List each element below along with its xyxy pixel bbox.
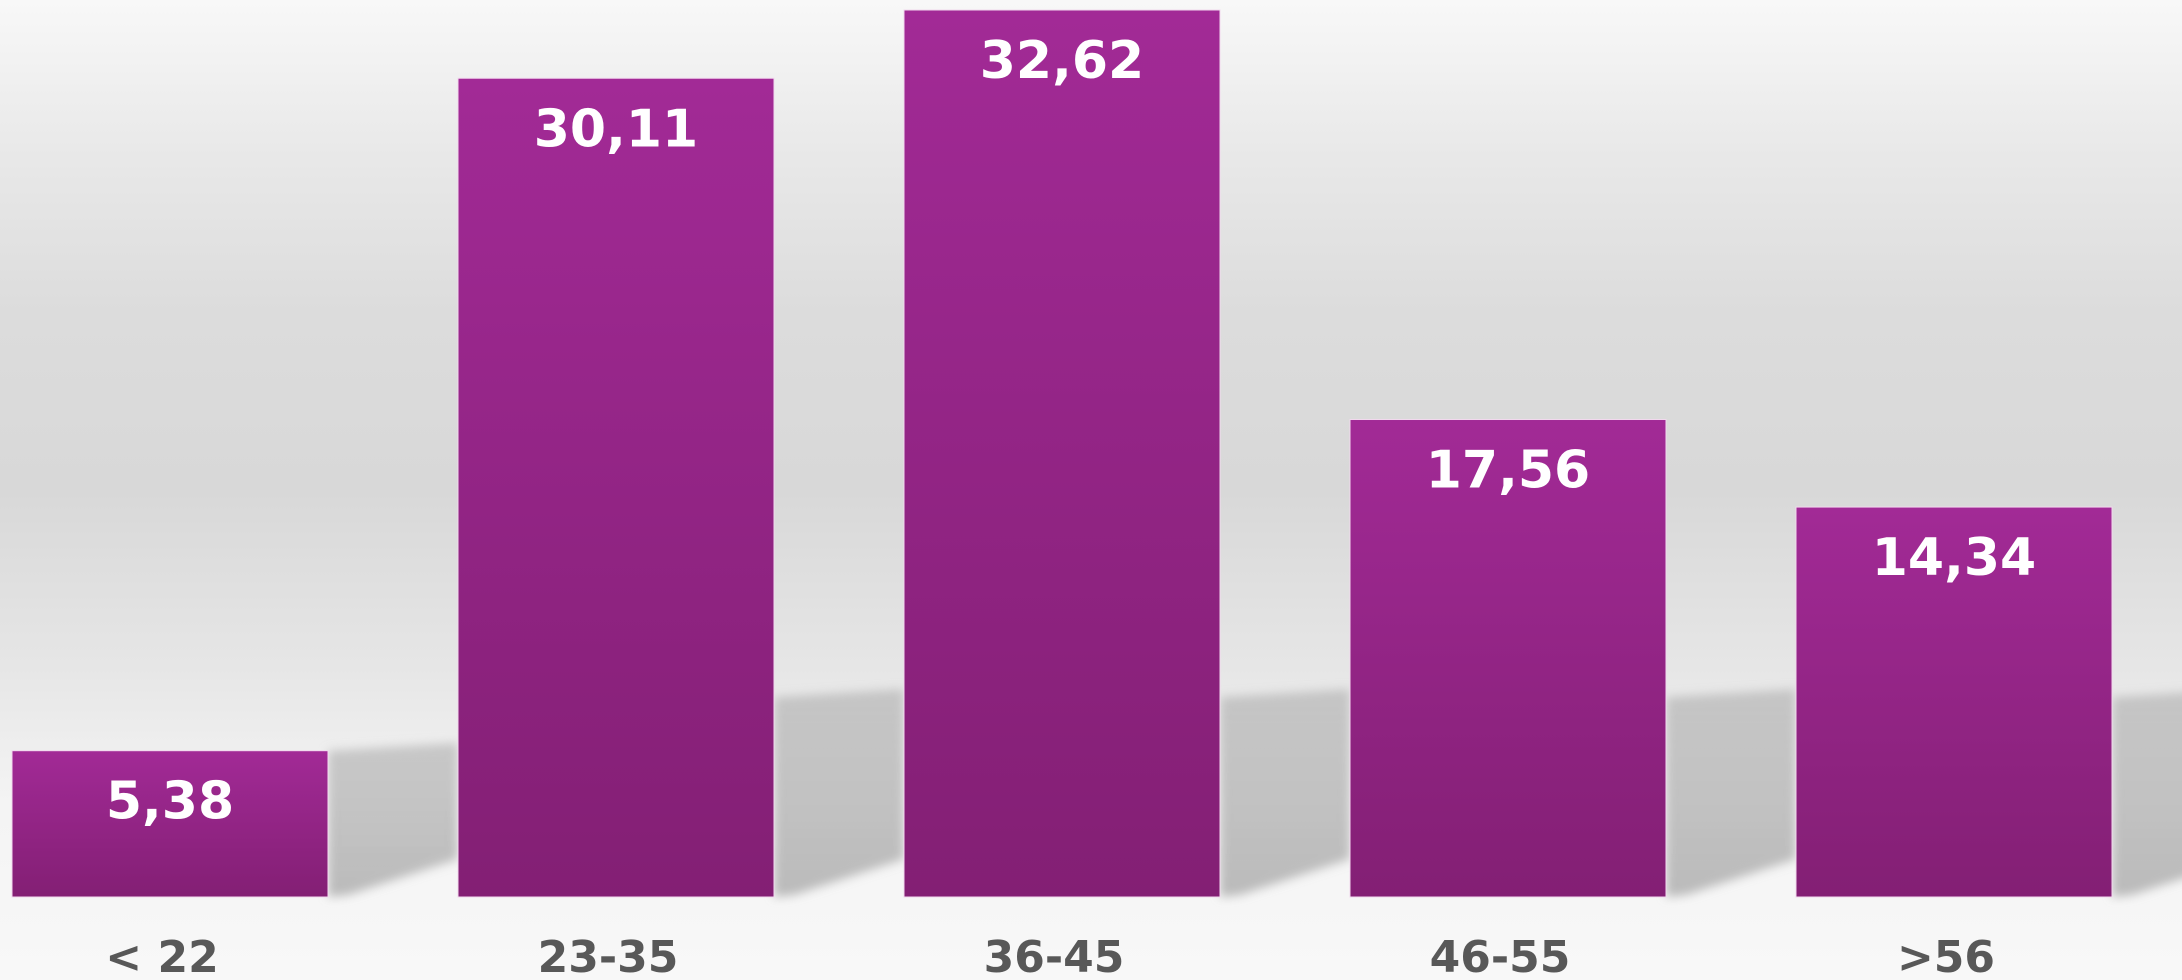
bar-shadow xyxy=(1220,689,1350,897)
value-label: 17,56 xyxy=(1426,441,1590,501)
bar-46-55 xyxy=(1349,419,1667,898)
bar-shadows xyxy=(328,689,2182,897)
value-label: 30,11 xyxy=(534,99,698,159)
bar-23-35 xyxy=(457,77,775,898)
bar-shadow xyxy=(1666,689,1796,897)
bar-shadow xyxy=(328,742,458,897)
bar-shadow xyxy=(774,689,904,897)
category-labels: < 22 23-35 36-45 46-55 >56 xyxy=(105,932,1995,980)
category-label: 46-55 xyxy=(1430,932,1571,980)
category-label: < 22 xyxy=(105,932,218,980)
bars xyxy=(11,9,2113,898)
bar-shadow xyxy=(2112,692,2182,897)
bar->56 xyxy=(1795,506,2113,898)
category-label: 23-35 xyxy=(538,932,679,980)
bar-< 22 xyxy=(11,750,329,898)
value-label: 5,38 xyxy=(106,772,234,832)
category-label: >56 xyxy=(1897,932,1995,980)
value-labels: 5,38 30,11 32,62 17,56 14,34 xyxy=(106,31,2036,832)
value-label: 32,62 xyxy=(980,31,1144,91)
value-label: 14,34 xyxy=(1872,528,2036,588)
category-label: 36-45 xyxy=(984,932,1125,980)
bar-36-45 xyxy=(903,9,1221,898)
